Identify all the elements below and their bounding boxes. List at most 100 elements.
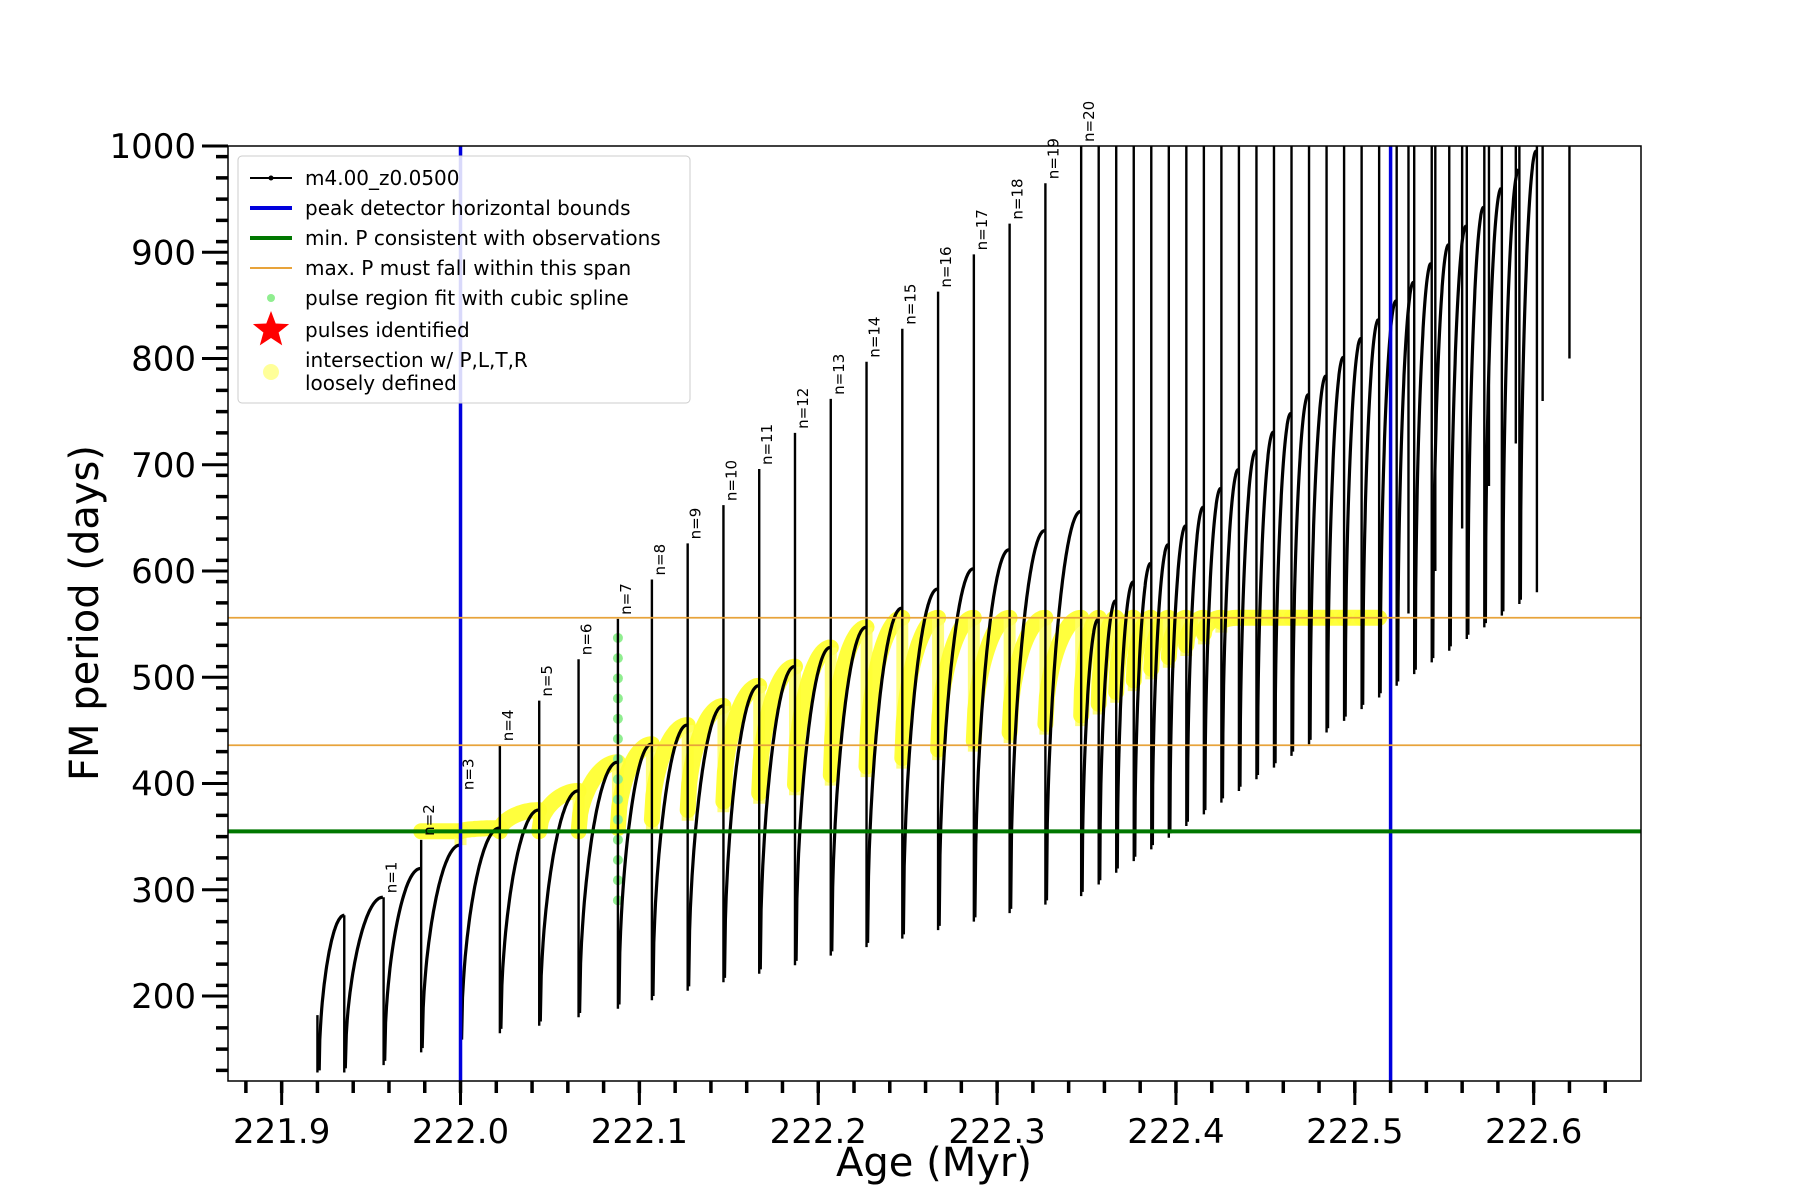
track-segment [651, 723, 688, 997]
legend-swatch-star [252, 311, 290, 346]
track-segment [538, 789, 579, 1022]
pulse-label: n=14 [866, 317, 884, 358]
pulse-label: n=13 [830, 354, 848, 395]
track-segment [1483, 187, 1503, 624]
track-segment [617, 742, 653, 1005]
track-segment [687, 704, 724, 987]
track-segment-lead [317, 913, 346, 1071]
y-tick-label: 300 [131, 871, 196, 911]
legend-swatch-spline [267, 294, 275, 302]
pulse-label: n=11 [758, 424, 776, 465]
track-segment [1220, 468, 1240, 799]
track-segment [1255, 430, 1275, 776]
track-segment [1518, 149, 1538, 600]
legend-label: m4.00_z0.0500 [305, 166, 460, 190]
legend-label: intersection w/ P,L,T,R [305, 348, 528, 372]
model-track [316, 146, 1571, 1073]
pulse-label: n=7 [617, 583, 635, 615]
x-tick-label: 222.6 [1485, 1112, 1582, 1152]
track-segment [1413, 262, 1433, 670]
track-segment [1185, 505, 1205, 822]
intersection-arc [858, 609, 911, 775]
track-segment [499, 808, 540, 1029]
track-segment [343, 895, 384, 1069]
legend-swatch-dot [268, 175, 274, 181]
x-tick-label: 222.1 [591, 1112, 688, 1152]
track-segment [1168, 524, 1187, 834]
pulse-label: n=20 [1080, 101, 1098, 142]
track-segment [830, 625, 867, 952]
x-axis-title: Age (Myr) [836, 1140, 1032, 1186]
pulse-labels: n=1 n=2 n=3 n=4 n=5 n=6 n=7 n=8 n=9 n=10 n=11 n=12 n… [383, 101, 1099, 893]
pulse-label: n=6 [578, 624, 596, 656]
x-tick-label: 221.9 [233, 1112, 330, 1152]
track-segment [383, 866, 422, 1061]
legend-label: pulse region fit with cubic spline [305, 286, 629, 310]
x-tick-label: 222.0 [412, 1112, 509, 1152]
y-tick-label: 600 [131, 552, 196, 592]
pulse-label: n=17 [973, 209, 991, 250]
track-segment [1466, 205, 1485, 635]
pulse-label: n=8 [651, 544, 669, 576]
legend-swatch-intersection [263, 364, 279, 380]
track-segment [901, 587, 939, 935]
legend-label: min. P consistent with observations [305, 226, 661, 250]
track-segment [1238, 449, 1257, 787]
pulse-label: n=2 [420, 804, 438, 836]
track-segment [1133, 561, 1152, 857]
pulse-label: n=12 [794, 388, 812, 429]
track-segment [1308, 374, 1328, 740]
x-axis-ticks: 221.9 222.0 222.1 222.2 222.3 222.4 222.5 222.6 [233, 1081, 1607, 1152]
cubic-spline-points [612, 632, 623, 906]
y-tick-label: 700 [131, 446, 196, 486]
track-segment [1098, 599, 1117, 881]
y-tick-label: 900 [131, 233, 196, 273]
track-segment [1009, 529, 1046, 909]
pulse-label: n=9 [687, 508, 705, 540]
legend-label: pulses identified [305, 318, 470, 342]
track-segment [1378, 299, 1398, 694]
track-segment [1396, 280, 1415, 682]
track-segment [420, 843, 461, 1049]
y-tick-label: 1000 [109, 127, 196, 167]
intersection-arc [570, 754, 626, 840]
pulse-label: n=18 [1009, 178, 1027, 219]
pulse-label: n=19 [1044, 138, 1062, 179]
x-tick-label: 222.3 [948, 1112, 1045, 1152]
track-segment [1203, 486, 1222, 811]
track-segment [1343, 336, 1363, 717]
track-segment [1291, 393, 1310, 752]
track-segment [1273, 411, 1293, 764]
x-tick-label: 222.2 [770, 1112, 867, 1152]
track-segment [460, 826, 500, 1040]
legend-label-line2: loosely defined [305, 371, 457, 395]
pulse-label: n=3 [460, 759, 478, 791]
y-axis-ticks: 200 300 400 500 600 700 800 900 1000 [109, 127, 228, 1073]
track-segment [1115, 580, 1135, 869]
track-segment [794, 645, 831, 961]
track-segment [1080, 618, 1100, 892]
intersection-arc [491, 802, 548, 840]
intersection-arc [531, 782, 587, 840]
pulse-label: n=16 [937, 246, 955, 287]
track-segment [1150, 543, 1170, 846]
y-tick-label: 800 [131, 340, 196, 380]
legend-label: peak detector horizontal bounds [305, 196, 631, 220]
pulse-label: n=1 [383, 862, 401, 894]
track-segment [1044, 509, 1082, 901]
plot-area [228, 146, 1641, 1081]
legend-label: max. P must fall within this span [305, 256, 631, 280]
y-tick-label: 500 [131, 658, 196, 698]
y-axis-title: FM period (days) [62, 445, 108, 781]
track-segment [1361, 318, 1380, 705]
pulse-label: n=5 [538, 665, 556, 697]
pulse-label: n=15 [901, 284, 919, 325]
track-segment [1448, 224, 1468, 647]
track-segment [578, 760, 618, 1014]
pulse-label: n=10 [722, 460, 740, 501]
x-tick-label: 222.5 [1306, 1112, 1403, 1152]
track-segment [866, 606, 903, 943]
plot-frame [227, 145, 1642, 1082]
